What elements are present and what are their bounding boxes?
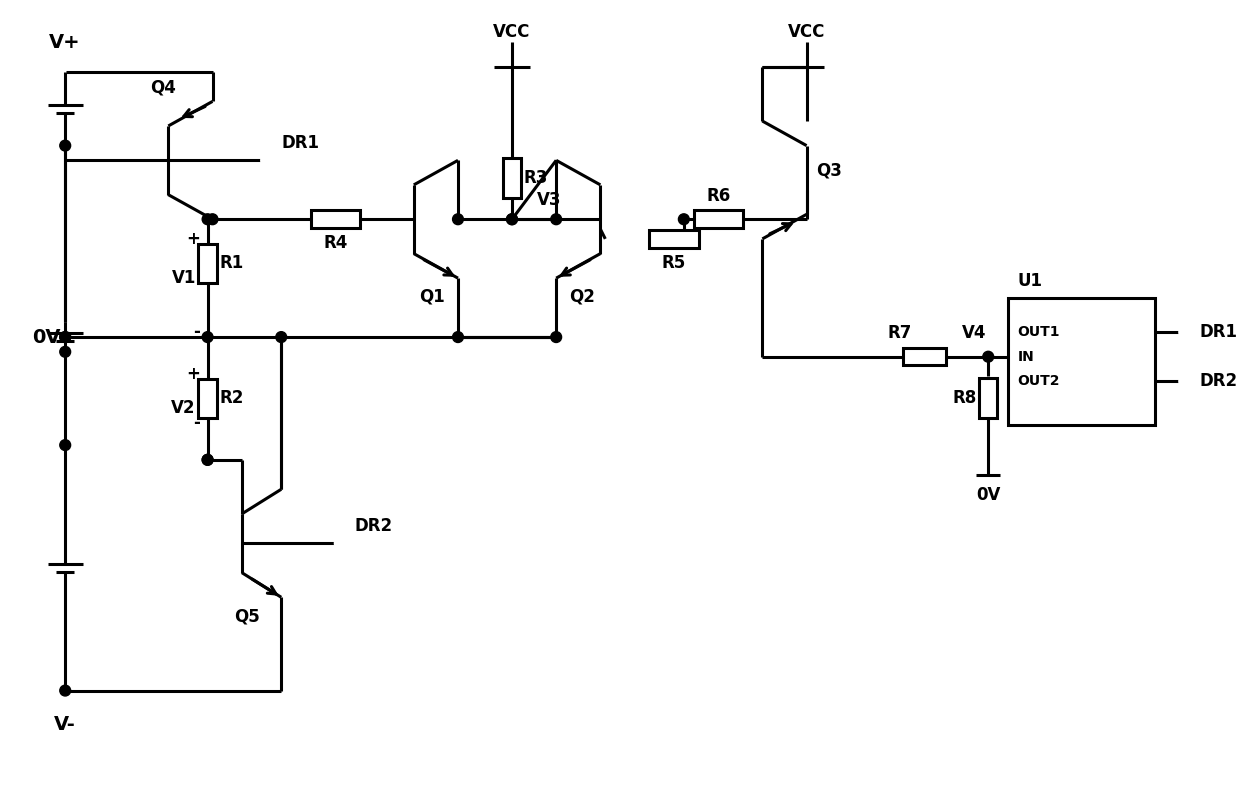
Circle shape xyxy=(60,685,71,696)
Circle shape xyxy=(275,331,286,343)
Circle shape xyxy=(1179,377,1189,386)
Text: U1: U1 xyxy=(1018,272,1043,290)
Text: OUT2: OUT2 xyxy=(1018,374,1060,388)
Circle shape xyxy=(202,454,213,465)
Circle shape xyxy=(1179,327,1189,337)
Text: Q1: Q1 xyxy=(419,288,444,306)
Text: IN: IN xyxy=(1018,350,1034,364)
Text: V-: V- xyxy=(55,715,76,734)
Text: R4: R4 xyxy=(324,234,347,252)
Bar xyxy=(650,230,698,248)
Circle shape xyxy=(983,351,993,362)
Bar xyxy=(197,244,217,283)
Circle shape xyxy=(207,214,218,225)
Text: OUT1: OUT1 xyxy=(1018,325,1060,339)
Text: R2: R2 xyxy=(219,389,244,407)
Bar xyxy=(903,348,946,365)
Text: V3: V3 xyxy=(537,191,560,210)
Circle shape xyxy=(551,331,562,343)
Bar xyxy=(980,378,997,418)
Text: Q5: Q5 xyxy=(234,607,259,625)
Text: DR1: DR1 xyxy=(1199,324,1238,341)
Text: VCC: VCC xyxy=(494,22,531,40)
Text: R7: R7 xyxy=(888,324,913,342)
Text: DR2: DR2 xyxy=(355,517,393,536)
Circle shape xyxy=(60,140,71,151)
Bar xyxy=(693,210,743,228)
Text: V1: V1 xyxy=(171,269,196,287)
Text: V2: V2 xyxy=(171,399,196,418)
Text: R3: R3 xyxy=(523,169,548,187)
Circle shape xyxy=(678,214,689,225)
Circle shape xyxy=(262,155,272,165)
Text: 0V: 0V xyxy=(976,486,1001,505)
Circle shape xyxy=(60,331,71,343)
Circle shape xyxy=(551,214,562,225)
Circle shape xyxy=(202,454,213,465)
Text: R5: R5 xyxy=(662,254,686,271)
Circle shape xyxy=(60,346,71,358)
Circle shape xyxy=(202,331,213,343)
Text: R1: R1 xyxy=(219,255,243,272)
Text: V+: V+ xyxy=(50,33,81,52)
Circle shape xyxy=(453,214,464,225)
Text: Q2: Q2 xyxy=(569,288,595,306)
Bar xyxy=(197,379,217,418)
Circle shape xyxy=(507,214,517,225)
Text: Q4: Q4 xyxy=(150,78,176,97)
Text: R8: R8 xyxy=(952,389,976,407)
Circle shape xyxy=(453,331,464,343)
Text: 0V: 0V xyxy=(32,327,61,346)
Bar xyxy=(311,210,360,228)
Text: R6: R6 xyxy=(706,187,730,205)
Circle shape xyxy=(60,440,71,451)
Text: VCC: VCC xyxy=(787,22,826,40)
Text: -: - xyxy=(193,414,200,432)
Text: -: - xyxy=(193,324,200,341)
Text: DR2: DR2 xyxy=(1199,373,1238,390)
Circle shape xyxy=(60,331,71,343)
Circle shape xyxy=(202,214,213,225)
Text: DR1: DR1 xyxy=(281,134,319,153)
Circle shape xyxy=(335,539,345,548)
Text: V4: V4 xyxy=(962,324,986,342)
Text: +: + xyxy=(186,230,200,248)
Text: Q3: Q3 xyxy=(816,161,842,179)
Bar xyxy=(1008,297,1156,426)
Circle shape xyxy=(507,214,517,225)
Bar xyxy=(503,158,521,198)
Text: +: + xyxy=(186,365,200,383)
